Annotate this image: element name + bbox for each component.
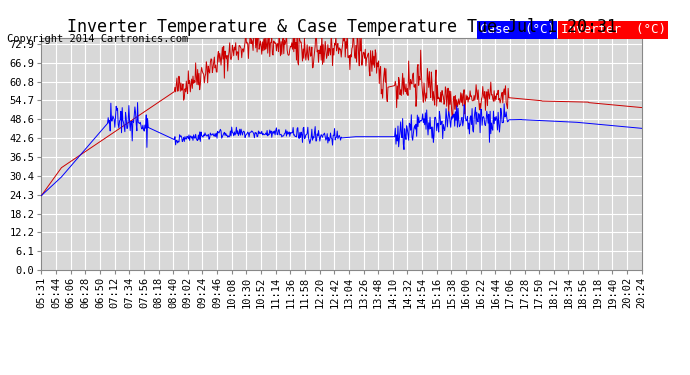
Title: Inverter Temperature & Case Temperature Tue Jul 1 20:31: Inverter Temperature & Case Temperature … bbox=[66, 18, 617, 36]
Text: Inverter  (°C): Inverter (°C) bbox=[561, 23, 666, 36]
Text: Copyright 2014 Cartronics.com: Copyright 2014 Cartronics.com bbox=[7, 34, 188, 44]
Text: Case  (°C): Case (°C) bbox=[480, 23, 555, 36]
